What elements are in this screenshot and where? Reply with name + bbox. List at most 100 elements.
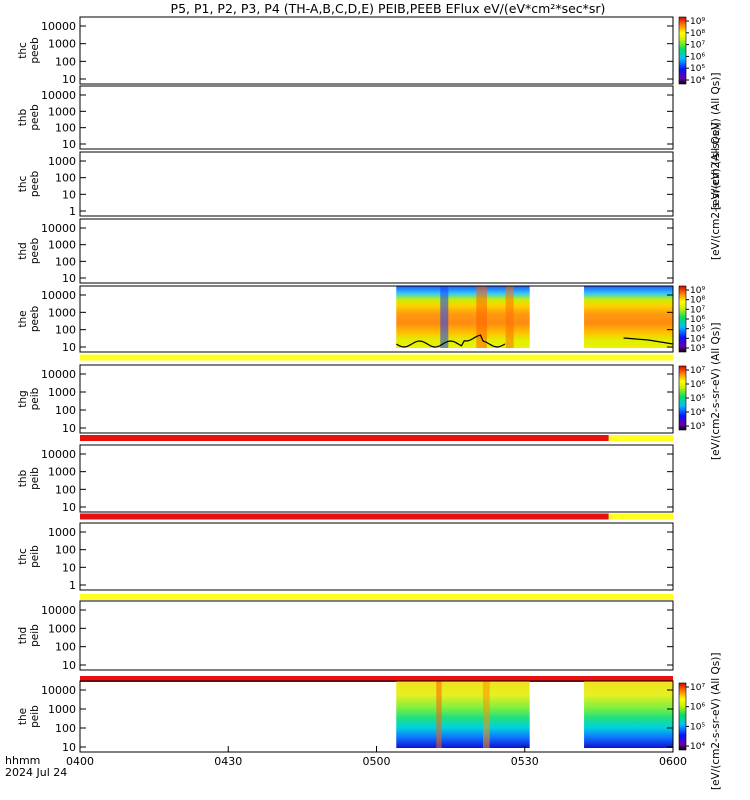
y-tick-label: 1000 (48, 386, 76, 399)
colorbar-tick-label: 10⁴ (690, 76, 705, 86)
panel-ylabel: thgpeib (17, 387, 41, 410)
y-tick-label: 100 (55, 55, 76, 68)
panel-6: 10000 1000 100 10 thgpeib (17, 364, 674, 441)
y-tick-label: 1000 (48, 155, 76, 168)
panel-ylabel-line: peib (29, 387, 41, 410)
panel-ylabel-line: thc (17, 42, 29, 59)
y-tick-label: 10000 (41, 448, 76, 461)
y-tick-label: 100 (55, 544, 76, 557)
panel-ylabel-line: peeb (29, 104, 41, 131)
x-tick-label: 0500 (363, 755, 391, 768)
y-tick-label: 1 (69, 579, 76, 592)
colorbar-tick-label: 10⁶ (690, 315, 705, 325)
panel-frame (79, 151, 674, 217)
y-tick-label: 1000 (48, 466, 76, 479)
y-tick-label: 10 (62, 73, 76, 86)
colorbar-tick-label: 10⁵ (690, 64, 705, 74)
spacecraft-potential-line (623, 337, 674, 345)
x-tick-label: 0530 (511, 755, 539, 768)
panel-5: 10000 1000 100 10 thepeeb (17, 285, 674, 361)
x-axis-date: 2024 Jul 24 (5, 766, 67, 779)
colorbar-tick-label: 10⁵ (690, 325, 705, 335)
status-bar (80, 435, 609, 441)
spectrogram-block (396, 681, 530, 748)
colorbar-label: [eV/(cm2-s-sr-eV) (All Qs)] (710, 73, 722, 210)
panel-frame (79, 218, 674, 284)
x-axis: hhmm 2024 Jul 24 0400 0430 0500 0530 0600 (5, 746, 687, 779)
x-tick-label: 0430 (214, 755, 242, 768)
y-tick-label: 10 (62, 741, 76, 754)
y-tick-label: 100 (55, 641, 76, 654)
panel-ylabel-line: the (17, 708, 29, 725)
panel-frame (79, 85, 674, 150)
colorbar-tick-label: 10⁷ (690, 41, 705, 51)
panel-frame (79, 16, 674, 85)
panel-ylabel-line: peib (29, 545, 41, 568)
panel-ylabel-line: peeb (29, 37, 41, 64)
panel-ylabel-line: thg (17, 390, 29, 407)
panel-ylabel-line: thd (17, 242, 29, 259)
status-bar (80, 676, 673, 682)
y-tick-label: 10 (62, 272, 76, 285)
colorbar-tick-label: 10⁸ (690, 29, 705, 39)
panel-frame (79, 522, 674, 591)
colorbar-tick-label: 10⁷ (690, 683, 705, 693)
colorbar-tick-label: 10⁶ (690, 703, 705, 713)
panel-stack: 10000100010010thcpeeb10000100010010thbpe… (17, 16, 674, 754)
panel-1: 10000 1000 100 10 thcpeeb (17, 16, 674, 86)
y-tick-label: 100 (55, 483, 76, 496)
x-axis-label: hhmm (5, 754, 40, 767)
colorbar-label: [eV/(cm2-s-sr-eV) (All Qs)] (710, 123, 722, 260)
colorbar-tick-label: 10⁴ (690, 742, 705, 752)
y-tick-label: 100 (55, 255, 76, 268)
panel-frame (79, 285, 674, 353)
panel-ylabel-line: thc (17, 548, 29, 565)
panel-ylabel-line: thd (17, 627, 29, 644)
panel-8: 1000 100 10 1 thcpeib (17, 522, 674, 600)
y-tick-label: 10 (62, 501, 76, 514)
colorbar-tick-label: 10⁷ (690, 305, 705, 315)
panel-7: 10000 1000 100 10 thbpeib (17, 444, 674, 520)
panel-ylabel-line: thc (17, 176, 29, 193)
colorbar-tick-label: 10⁶ (690, 380, 705, 390)
y-tick-label: 10 (62, 659, 76, 672)
y-tick-label: 100 (55, 172, 76, 185)
panel-frame (79, 600, 674, 671)
y-tick-label: 100 (55, 324, 76, 337)
panel-ylabel: thbpeib (17, 467, 41, 490)
panel-4: 10000 1000 100 10 thdpeeb (17, 218, 674, 285)
y-tick-label: 10 (62, 422, 76, 435)
panel-ylabel-line: peib (29, 705, 41, 728)
panel-ylabel: thcpeeb (17, 37, 41, 64)
y-tick-label: 10 (62, 138, 76, 151)
y-tick-label: 1000 (48, 105, 76, 118)
panel-ylabel: thepeib (17, 705, 41, 728)
spectrogram-streak (505, 286, 514, 348)
status-bar (80, 513, 609, 520)
colorbar-tick-label: 10⁸ (690, 296, 705, 306)
panel-frame (79, 444, 674, 513)
spectrogram-block (584, 286, 673, 348)
spectrogram-streak (436, 681, 442, 748)
status-bar (80, 594, 673, 600)
colorbar-label: [eV/(cm2-s-sr-eV) (All Qs)] (710, 653, 722, 790)
y-tick-label: 10000 (41, 20, 76, 33)
y-tick-label: 10 (62, 561, 76, 574)
panel-ylabel: thbpeeb (17, 104, 41, 131)
panel-ylabel-line: peeb (29, 306, 41, 333)
y-tick-label: 1000 (48, 239, 76, 252)
panel-ylabel-line: peib (29, 467, 41, 490)
colorbar-label: [eV/(cm2-s-sr-eV) (All Qs)] (710, 323, 722, 460)
y-tick-label: 1000 (48, 38, 76, 51)
panel-ylabel: thcpeeb (17, 171, 41, 198)
colorbar-scale (678, 365, 687, 431)
colorbar-tick-label: 10⁷ (690, 366, 705, 376)
figure-title: P5, P1, P2, P3, P4 (TH-A,B,C,D,E) PEIB,P… (171, 1, 606, 16)
spacecraft-potential-line (395, 334, 506, 348)
colorbar-4: 10⁷ 10⁶ 10⁵ 10⁴ [eV/(cm2-s-sr-eV) (All Qs)] (678, 653, 722, 790)
y-tick-label: 10000 (41, 89, 76, 102)
x-tick-label: 0600 (659, 755, 687, 768)
